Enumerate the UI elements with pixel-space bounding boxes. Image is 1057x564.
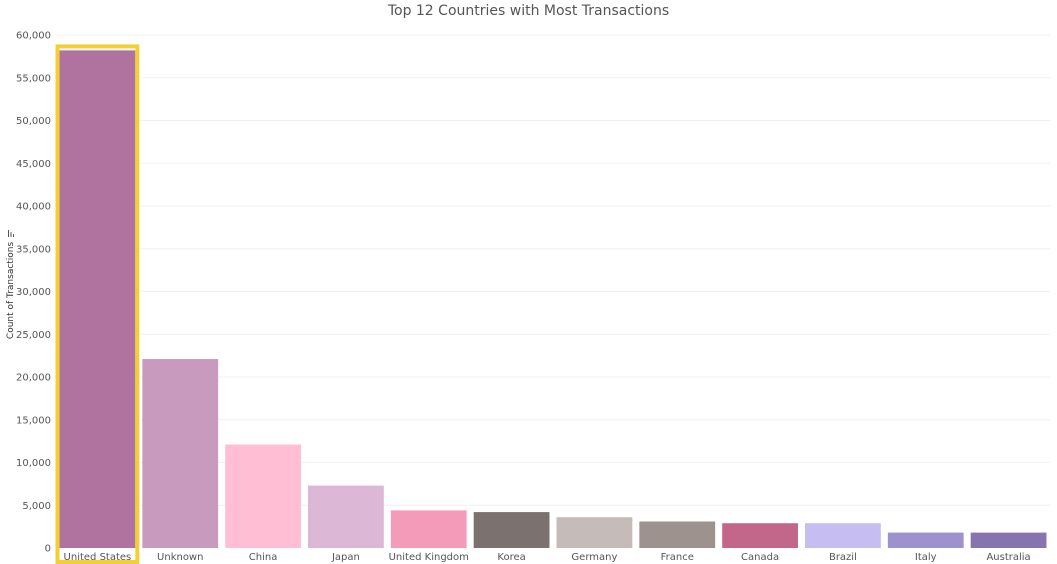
x-tick-label: Japan [331, 552, 360, 563]
y-tick-label: 55,000 [16, 73, 51, 84]
y-tick-label: 25,000 [16, 330, 51, 341]
bar[interactable] [142, 359, 219, 548]
y-tick-label: 10,000 [16, 458, 51, 469]
x-tick-label: Italy [915, 552, 937, 563]
bar[interactable] [59, 50, 136, 548]
y-tick-label: 30,000 [16, 287, 51, 298]
chart-title: Top 12 Countries with Most Transactions [387, 3, 670, 19]
y-tick-label: 0 [45, 544, 51, 555]
y-tick-label: 40,000 [16, 202, 51, 213]
y-tick-label: 15,000 [16, 415, 51, 426]
x-tick-label: Canada [741, 552, 779, 563]
x-tick-label: United States [64, 552, 132, 563]
gridlines [56, 34, 1050, 506]
x-tick-label: France [661, 552, 694, 563]
bar[interactable] [308, 485, 384, 548]
x-tick-label: China [249, 552, 278, 563]
y-tick-label: 20,000 [16, 373, 51, 384]
x-tick-label: Germany [571, 552, 617, 563]
bar[interactable] [639, 521, 716, 548]
x-tick-label: Brazil [829, 552, 857, 563]
bar[interactable] [390, 510, 467, 548]
bar[interactable] [970, 532, 1047, 548]
y-axis: 0 5,000 10,000 15,000 20,000 25,000 30,000 35,0… [16, 31, 51, 555]
sort-icon[interactable] [7, 229, 15, 237]
bar[interactable] [722, 523, 798, 548]
x-tick-label: Australia [986, 552, 1030, 563]
bar[interactable] [473, 512, 550, 548]
y-tick-label: 35,000 [16, 244, 51, 255]
y-tick-label: 50,000 [16, 116, 51, 127]
selection-highlight [55, 44, 140, 564]
y-tick-label: 60,000 [16, 31, 51, 42]
x-tick-label: Korea [497, 552, 525, 563]
bar[interactable] [225, 444, 301, 548]
y-tick-label: 45,000 [16, 159, 51, 170]
bars [59, 50, 1047, 548]
highlight-layer [55, 44, 140, 564]
x-tick-label: Unknown [157, 552, 203, 563]
bar[interactable] [556, 517, 633, 548]
y-tick-label: 5,000 [22, 501, 51, 512]
bar[interactable] [887, 532, 964, 548]
bar[interactable] [805, 523, 881, 548]
x-tick-label: United Kingdom [389, 552, 469, 563]
y-axis-title: Count of Transactions [6, 229, 16, 339]
x-axis: United States Unknown China Japan United Kin… [64, 552, 1031, 563]
